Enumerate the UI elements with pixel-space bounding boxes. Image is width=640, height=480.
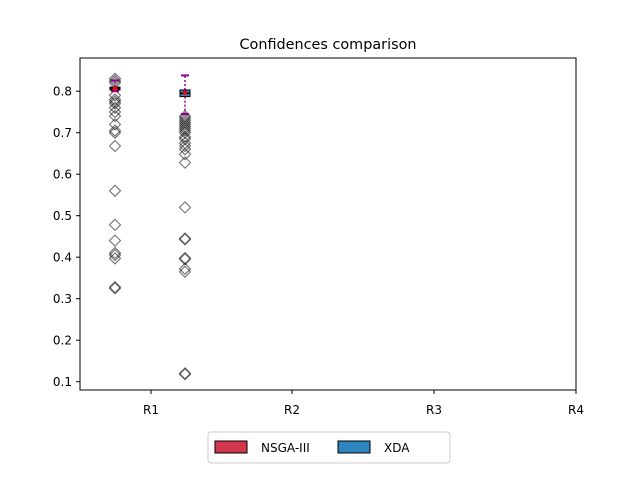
outlier-point xyxy=(178,265,192,279)
outlier-point xyxy=(108,252,122,265)
outlier-point xyxy=(178,130,192,144)
outlier-point xyxy=(108,109,122,123)
outlier-point xyxy=(108,105,122,119)
outlier-point xyxy=(108,118,122,131)
outlier-point xyxy=(178,233,192,246)
x-tick-label: R3 xyxy=(426,403,442,417)
y-axis: 0.1 0.2 0.3 0.4 0.5 0.6 0.7 0.8 xyxy=(53,85,80,389)
legend-frame xyxy=(207,431,451,464)
y-tick-label: 0.3 xyxy=(53,292,72,306)
series-xda xyxy=(178,74,192,381)
outlier-point xyxy=(108,248,122,262)
outlier-point xyxy=(178,143,192,156)
legend: NSGA-III XDA xyxy=(207,431,451,464)
y-tick-label: 0.1 xyxy=(53,375,72,389)
axes-frame xyxy=(79,57,577,391)
outlier-point xyxy=(178,367,192,381)
outlier-point xyxy=(178,156,192,169)
y-tick-label: 0.7 xyxy=(53,126,72,140)
outlier-point xyxy=(178,124,192,137)
outlier-point xyxy=(108,218,122,232)
legend-label: NSGA-III xyxy=(261,441,310,455)
outlier-point xyxy=(108,101,122,115)
outlier-point xyxy=(108,124,122,137)
outlier-point xyxy=(178,201,192,214)
outlier-point xyxy=(108,184,122,198)
outlier-point xyxy=(108,72,122,86)
outlier-point xyxy=(108,280,122,294)
outlier-point xyxy=(178,148,192,161)
plot-area xyxy=(108,72,192,381)
mean-marker xyxy=(183,90,187,95)
outlier-point xyxy=(108,126,122,139)
x-tick-label: R1 xyxy=(143,403,159,417)
outlier-point xyxy=(178,262,192,276)
outlier-point xyxy=(108,234,122,247)
mean-marker xyxy=(113,86,117,91)
y-tick-label: 0.4 xyxy=(53,251,72,265)
outlier-point xyxy=(178,232,192,245)
outlier-point xyxy=(108,282,122,295)
outlier-point xyxy=(178,139,192,153)
outlier-point xyxy=(178,252,192,266)
outlier-point xyxy=(178,367,192,380)
outlier-point xyxy=(108,93,122,106)
x-tick-label: R2 xyxy=(284,403,300,417)
x-axis: R1 R2 R3 R4 xyxy=(143,390,584,417)
series-nsga-iii xyxy=(108,72,122,295)
outlier-point xyxy=(108,89,122,102)
legend-swatch xyxy=(337,440,371,454)
outlier-point xyxy=(108,246,122,260)
chart-title: Confidences comparison xyxy=(239,37,416,53)
y-tick-label: 0.6 xyxy=(53,168,72,182)
outlier-point xyxy=(108,139,122,153)
y-tick-label: 0.8 xyxy=(53,85,72,99)
x-tick-label: R4 xyxy=(568,403,584,417)
legend-label: XDA xyxy=(384,441,410,455)
outlier-point xyxy=(178,118,192,131)
outlier-point xyxy=(108,97,122,110)
y-tick-label: 0.2 xyxy=(53,334,72,348)
y-tick-label: 0.5 xyxy=(53,209,72,223)
legend-swatch xyxy=(214,440,248,454)
